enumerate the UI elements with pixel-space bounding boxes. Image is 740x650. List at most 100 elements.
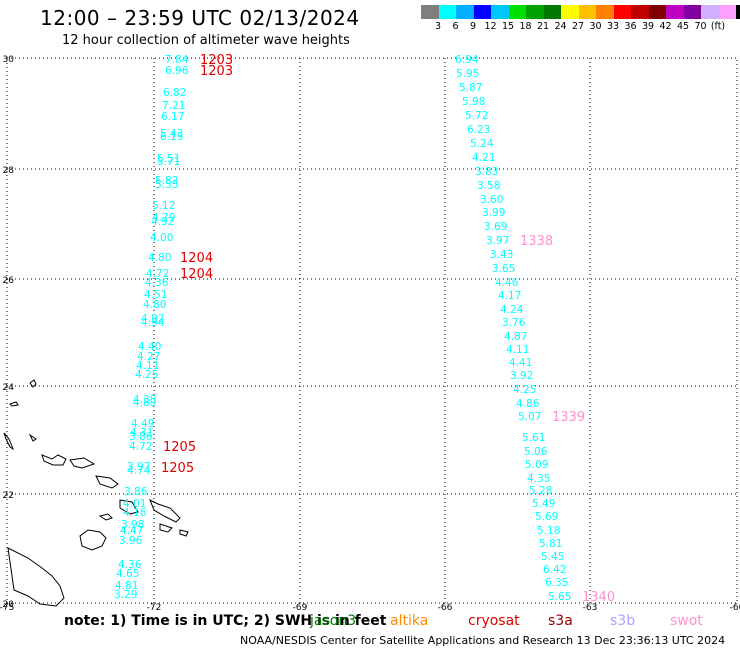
wave-height-label: 4.38 bbox=[133, 394, 156, 406]
lat-label: 26 bbox=[3, 276, 15, 286]
wave-height-label: 4.31 bbox=[130, 427, 153, 439]
colorbar-label: 30 bbox=[589, 21, 602, 32]
track-time-label: 1339 bbox=[552, 410, 585, 425]
page-subtitle: 12 hour collection of altimeter wave hei… bbox=[62, 33, 350, 48]
colorbar-swatch bbox=[613, 5, 631, 19]
colorbar-swatch bbox=[718, 5, 736, 19]
colorbar-label: 6 bbox=[452, 21, 459, 32]
colorbar-swatch bbox=[543, 5, 561, 19]
wave-height-label: 4.25 bbox=[513, 384, 536, 396]
wave-height-label: 3.43 bbox=[490, 249, 513, 261]
colorbar-swatch bbox=[631, 5, 649, 19]
mission-altika: altika bbox=[390, 613, 429, 629]
wave-height-label: 5.09 bbox=[525, 459, 548, 471]
wave-height-label: 3.86 bbox=[124, 486, 148, 498]
wave-height-label: 5.07 bbox=[518, 411, 541, 423]
wave-height-label: 3.97 bbox=[127, 461, 150, 473]
wave-height-label: 4.27 bbox=[137, 351, 160, 363]
wave-height-label: 4.94 bbox=[141, 317, 165, 329]
wave-height-label: 4.74 bbox=[127, 465, 151, 477]
wave-height-label: 3.58 bbox=[477, 180, 500, 192]
wave-height-label: 4.21 bbox=[472, 152, 495, 164]
coastline bbox=[3, 379, 189, 607]
wave-height-label: 5.51 bbox=[157, 153, 180, 165]
plot-frame bbox=[6, 57, 738, 604]
wave-height-label: 4.24 bbox=[500, 304, 524, 316]
wave-height-label: 5.12 bbox=[152, 200, 175, 212]
wave-height-label: 4.65 bbox=[116, 568, 139, 580]
wave-height-label: 5.06 bbox=[524, 446, 548, 458]
track-time-label: 1205 bbox=[163, 440, 196, 455]
coast-hispaniola bbox=[7, 547, 65, 607]
coast-bahamas-1 bbox=[29, 379, 37, 388]
wave-height-label: 4.92 bbox=[141, 313, 164, 325]
wave-height-label: 3.96 bbox=[119, 535, 143, 547]
coast-bahamas-4 bbox=[28, 433, 37, 442]
colorbar-swatch bbox=[683, 5, 701, 19]
coast-bahamas-7 bbox=[95, 475, 119, 489]
wave-height-label: 4.11 bbox=[506, 344, 529, 356]
wave-height-label: 6.15 bbox=[160, 131, 183, 143]
colorbar-label: 18 bbox=[519, 21, 532, 32]
wave-height-label: 3.97 bbox=[486, 235, 509, 247]
footer-credit: NOAA/NESDIS Center for Satellite Applica… bbox=[240, 634, 726, 647]
wave-height-label: 5.98 bbox=[462, 96, 485, 108]
colorbar-swatch bbox=[736, 5, 740, 19]
wave-height-label: 4.11 bbox=[136, 360, 159, 372]
colorbar-swatch bbox=[666, 5, 684, 19]
lon-label: -60 bbox=[730, 603, 740, 613]
colorbar-swatch bbox=[701, 5, 719, 19]
mission-cryosat: cryosat bbox=[468, 613, 520, 629]
wave-height-label: 3.83 bbox=[475, 166, 498, 178]
wave-height-label: 4.40 bbox=[138, 341, 161, 353]
wave-height-label: 4.25 bbox=[135, 369, 158, 381]
wave-height-label: 3.29 bbox=[114, 589, 137, 601]
track-time-label: 1203 bbox=[200, 53, 233, 68]
wave-height-label: 3.69 bbox=[484, 221, 507, 233]
colorbar-swatch bbox=[438, 5, 456, 19]
wave-height-label: 5.95 bbox=[456, 68, 479, 80]
colorbar bbox=[421, 5, 740, 19]
colorbar-label: 24 bbox=[554, 21, 567, 32]
wave-height-label: 5.18 bbox=[537, 525, 560, 537]
wave-height-label: 3.99 bbox=[482, 207, 505, 219]
wave-height-label: 5.61 bbox=[522, 432, 545, 444]
lon-label: -75 bbox=[0, 603, 14, 613]
wave-height-label: 5.45 bbox=[541, 551, 564, 563]
mission-s3b: s3b bbox=[610, 613, 636, 629]
colorbar-label: 42 bbox=[659, 21, 672, 32]
wave-height-label: 4.72 bbox=[129, 441, 152, 453]
track-time-label: 1340 bbox=[582, 590, 615, 605]
colorbar-swatch bbox=[526, 5, 544, 19]
wave-height-label: 6.17 bbox=[161, 111, 184, 123]
wave-height-label: 6.82 bbox=[163, 87, 186, 99]
wave-height-label: 5.24 bbox=[470, 138, 494, 150]
wave-height-label: 4.46 bbox=[495, 277, 519, 289]
wave-height-label: 5.72 bbox=[465, 110, 488, 122]
colorbar-swatch bbox=[508, 5, 526, 19]
mission-s3a: s3a bbox=[548, 613, 573, 629]
wave-height-label: 4.87 bbox=[504, 331, 527, 343]
wave-height-label: 4.16 bbox=[123, 507, 147, 519]
colorbar-swatch bbox=[648, 5, 666, 19]
wave-height-label: 3.76 bbox=[502, 317, 526, 329]
colorbar-swatch bbox=[421, 5, 439, 19]
lon-label: -66 bbox=[438, 603, 453, 613]
wave-height-label: 4.81 bbox=[115, 580, 138, 592]
colorbar-swatch bbox=[456, 5, 474, 19]
grid-lines: 30 28 26 24 22 20-75 -72 -69 -66 -63 -60 bbox=[0, 55, 740, 613]
wave-height-label: 3.86 bbox=[129, 431, 153, 443]
wave-height-label: 5.53 bbox=[155, 179, 178, 191]
wave-height-label: 4.92 bbox=[151, 216, 174, 228]
coast-bahamas-11 bbox=[79, 529, 107, 551]
wave-height-label: 7.21 bbox=[162, 100, 185, 112]
wave-height-label: 4.00 bbox=[150, 232, 173, 244]
wave-height-label: 3.98 bbox=[121, 519, 144, 531]
coast-bahamas-2 bbox=[9, 401, 19, 407]
wave-height-label: 7.84 bbox=[165, 54, 189, 66]
wave-height-label: 4.72 bbox=[146, 268, 169, 280]
mission-jason3: jason3 bbox=[310, 613, 357, 629]
coast-bahamas-6 bbox=[69, 457, 96, 469]
wave-height-label: 4.80 bbox=[148, 252, 171, 264]
lon-label: -63 bbox=[583, 603, 598, 613]
